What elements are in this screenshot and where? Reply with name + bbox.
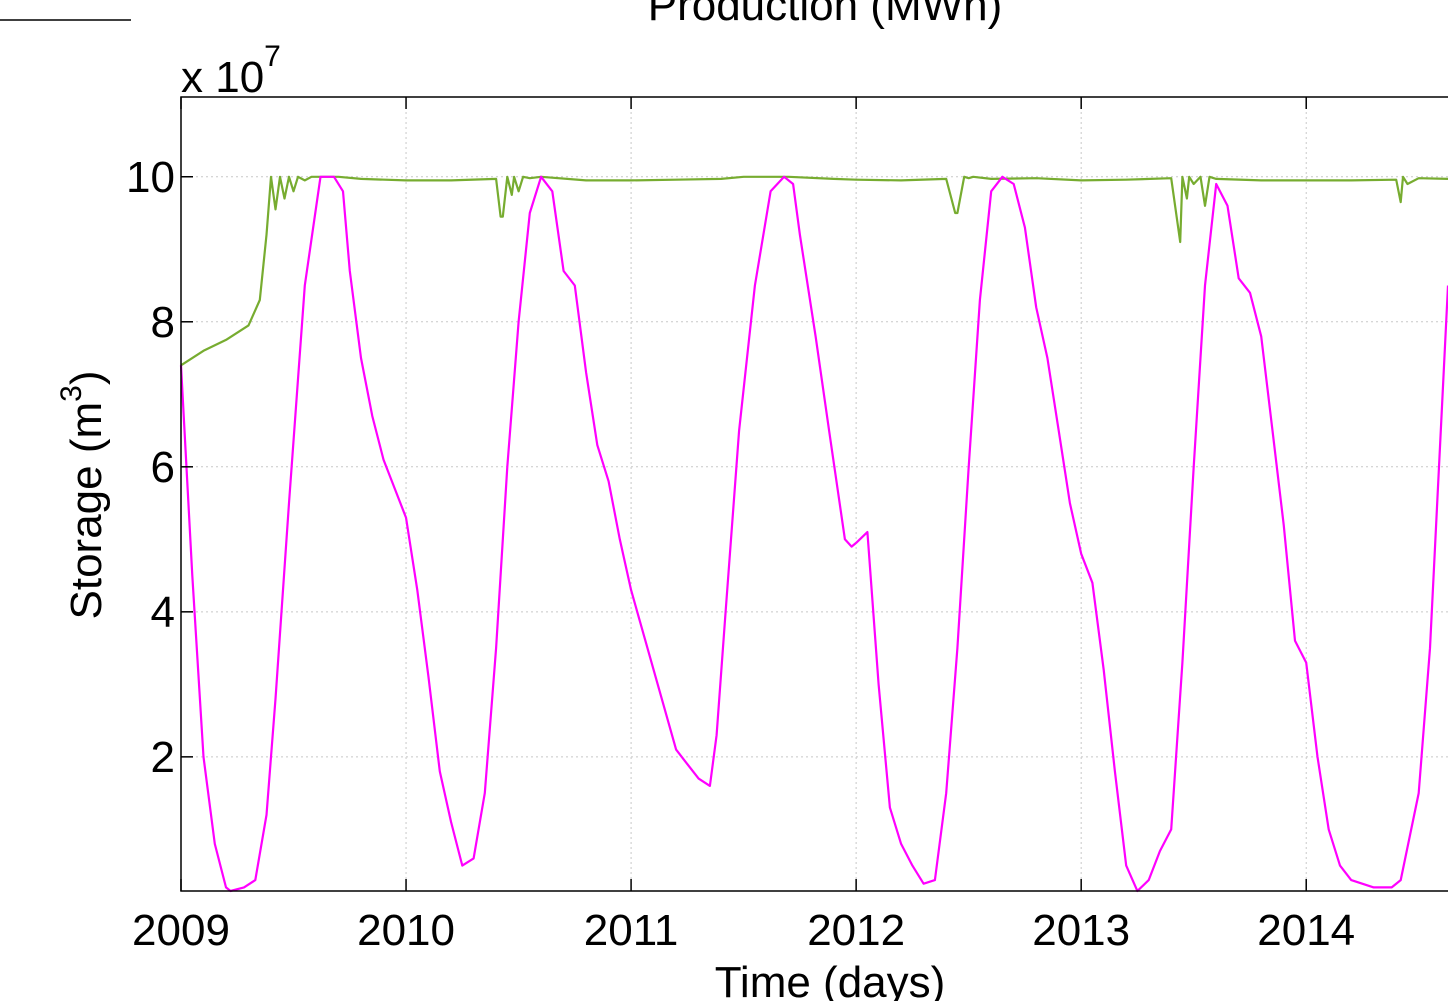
y-axis-label-close: ) bbox=[62, 371, 111, 386]
y-tick-label: 8 bbox=[151, 298, 175, 347]
exponent-power: 7 bbox=[264, 40, 281, 73]
y-tick-label: 10 bbox=[126, 153, 175, 202]
x-tick-label: 2009 bbox=[132, 906, 230, 955]
y-tick-label: 4 bbox=[151, 588, 175, 637]
y-tick-label: 2 bbox=[151, 733, 175, 782]
series-line-1 bbox=[180, 175, 1448, 367]
y-axis-label-main: Storage (m bbox=[62, 402, 111, 620]
y-tick-label: 6 bbox=[151, 443, 175, 492]
x-tick-label: 2012 bbox=[807, 906, 905, 955]
exponent-base: x 10 bbox=[181, 53, 264, 102]
axis-ticks: 2009 2010 2011 2012 2013 2014 2 4 6 8 10 bbox=[126, 97, 1355, 955]
plot-frame bbox=[180, 96, 1448, 892]
x-tick-label: 2014 bbox=[1257, 906, 1355, 955]
grid bbox=[180, 97, 1448, 891]
plot-lines bbox=[179, 175, 1448, 893]
x-axis-label: Time (days) bbox=[715, 958, 946, 1001]
series-line-2 bbox=[179, 175, 1448, 893]
x-tick-label: 2010 bbox=[357, 906, 455, 955]
y-axis-label: Storage (m3) bbox=[55, 371, 111, 620]
chart-title: Production (MWh) bbox=[648, 0, 1003, 30]
x-tick-label: 2013 bbox=[1032, 906, 1130, 955]
exponent-label: x 107 bbox=[181, 40, 281, 102]
y-axis-label-superscript: 3 bbox=[55, 385, 88, 402]
x-tick-label: 2011 bbox=[584, 906, 679, 955]
